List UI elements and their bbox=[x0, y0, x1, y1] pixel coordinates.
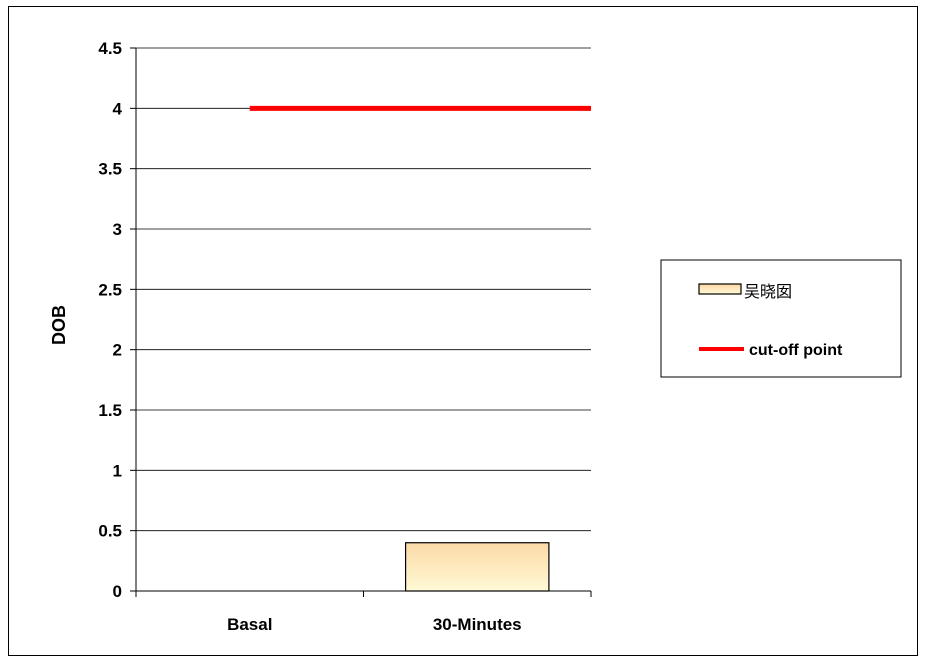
y-tick-label: 1.5 bbox=[98, 401, 122, 420]
y-tick-label: 3.5 bbox=[98, 160, 122, 179]
legend-label-cutoff: cut-off point bbox=[749, 342, 843, 359]
bar bbox=[404, 542, 550, 592]
y-tick-labels: 0 0.5 1 1.5 2 2.5 3 3.5 4 4.5 bbox=[98, 39, 122, 601]
bar-chart: 0 0.5 1 1.5 2 2.5 3 3.5 4 4.5 Basal 30-Minutes DOB… bbox=[49, 39, 902, 634]
y-tick-label: 2 bbox=[113, 341, 122, 360]
y-tick-label: 4.5 bbox=[98, 39, 122, 58]
y-tick-label: 4 bbox=[113, 99, 123, 118]
y-tick-label: 0.5 bbox=[98, 522, 122, 541]
legend-swatch-bar bbox=[698, 283, 742, 295]
legend: 吴晓囡 cut-off point bbox=[660, 259, 902, 378]
x-tick-label: 30-Minutes bbox=[433, 615, 522, 634]
gridlines bbox=[136, 47, 591, 532]
y-tick-label: 2.5 bbox=[98, 280, 122, 299]
chart-frame: 0 0.5 1 1.5 2 2.5 3 3.5 4 4.5 Basal 30-Minutes DOB… bbox=[8, 6, 918, 656]
y-axis-title: DOB bbox=[49, 305, 69, 345]
legend-box bbox=[660, 259, 902, 378]
x-tick-labels: Basal 30-Minutes bbox=[227, 615, 522, 634]
bars bbox=[404, 542, 550, 592]
y-tick-label: 1 bbox=[113, 461, 122, 480]
legend-label-bar: 吴晓囡 bbox=[744, 283, 792, 301]
x-tick-label: Basal bbox=[227, 615, 272, 634]
axes bbox=[130, 47, 592, 597]
y-tick-label: 3 bbox=[113, 220, 122, 239]
y-tick-label: 0 bbox=[113, 582, 122, 601]
